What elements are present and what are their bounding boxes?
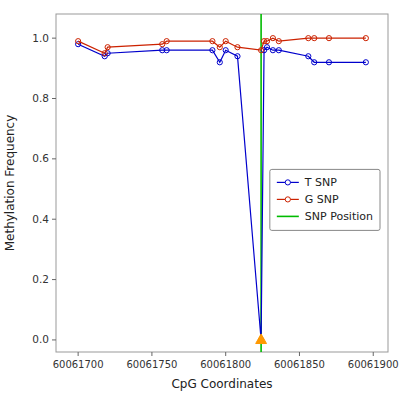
legend: T SNP G SNP SNP Position [270,169,380,230]
y-tick-label: 0.2 [32,273,49,285]
point [164,48,169,53]
legend-label: G SNP [305,193,339,206]
point [76,39,81,44]
series-line [76,36,369,56]
y-tick-label: 0.8 [32,92,49,104]
point [256,334,267,344]
x-tick [151,352,152,356]
point [306,54,311,59]
x-tick-label: 60061750 [126,359,177,370]
point [217,45,222,50]
x-tick [78,352,79,356]
point [235,54,240,59]
point [363,60,368,65]
point [235,45,240,50]
x-tick-label: 60061900 [348,359,399,370]
point [276,48,281,53]
y-tick-label: 0.4 [32,213,49,225]
point [217,60,222,65]
y-tick-label: 0.0 [32,333,49,345]
y-tick [52,339,56,340]
point [264,39,269,44]
x-tick [299,352,300,356]
y-tick-label: 0.6 [32,152,49,164]
y-tick [52,38,56,39]
point [306,36,311,41]
legend-label: SNP Position [305,210,373,223]
point [326,36,331,41]
axes: 60061700 60061750 60061800 60061850 60061900… [32,32,398,370]
point [264,45,269,50]
legend-swatch [285,180,290,185]
chart: 60061700 60061750 60061800 60061850 60061900… [0,0,400,400]
point [105,45,110,50]
point [270,48,275,53]
point [326,60,331,65]
x-tick-label: 60061800 [200,359,251,370]
x-axis-label: CpG Coordinates [171,377,272,391]
legend-swatch [277,216,299,218]
point [210,48,215,53]
point [276,39,281,44]
legend-box [270,169,380,230]
y-tick-label: 1.0 [32,32,49,44]
y-tick [52,219,56,220]
point [259,48,264,53]
legend-label: T SNP [304,176,337,189]
point [102,51,107,56]
point [210,39,215,44]
point [223,48,228,53]
point [270,36,275,41]
x-tick [225,352,226,356]
x-tick [373,352,374,356]
point [312,36,317,41]
y-tick [52,98,56,99]
y-tick [52,158,56,159]
point [363,36,368,41]
plot-frame [56,14,388,352]
plot-data [76,14,369,352]
y-axis-label: Methylation Frequency [3,115,17,252]
point [164,39,169,44]
legend-swatch [285,197,290,202]
x-tick-label: 60061850 [274,359,325,370]
point [312,60,317,65]
y-tick [52,279,56,280]
line [78,38,366,53]
point [223,39,228,44]
x-tick-label: 60061700 [53,359,104,370]
